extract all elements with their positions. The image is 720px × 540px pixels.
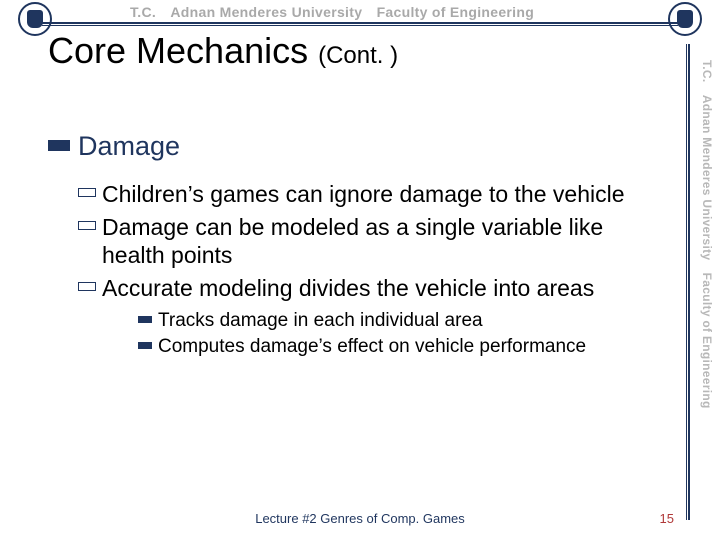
side-rule-inner [686,44,687,520]
header-institution-text: T.C. Adnan Menderes University Faculty o… [130,4,650,20]
bullet-level-2: Damage can be modeled as a single variab… [78,213,660,271]
bullet-level-3-text: Tracks damage in each individual area [158,309,483,334]
square-bullet-hollow-icon [78,221,96,230]
side-rule-outer [688,44,690,520]
slide-title: Core Mechanics (Cont. ) [48,30,398,72]
side-institution-text: T.C. Adnan Menderes University Faculty o… [696,60,714,500]
bullet-level-3-list: Tracks damage in each individual area Co… [138,309,660,360]
bullet-level-2-text: Accurate modeling divides the vehicle in… [102,274,594,303]
bullet-level-2: Accurate modeling divides the vehicle in… [78,274,660,303]
slide-content: Damage Children’s games can ignore damag… [48,130,660,362]
bullet-level-2-text: Damage can be modeled as a single variab… [102,213,660,271]
bullet-level-2: Children’s games can ignore damage to th… [78,180,660,209]
bullet-level-2-list: Children’s games can ignore damage to th… [78,180,660,360]
slide-title-suffix: (Cont. ) [318,42,398,69]
header-rule-outer [42,22,678,24]
bullet-level-3-text: Computes damage’s effect on vehicle perf… [158,335,586,360]
university-logo-left-icon [18,2,52,36]
bullet-level-3: Tracks damage in each individual area [138,309,660,334]
header-rule-inner [42,25,678,26]
page-number: 15 [660,511,674,526]
bullet-level-3: Computes damage’s effect on vehicle perf… [138,335,660,360]
slide-title-main: Core Mechanics [48,30,318,71]
bullet-level-2-text: Children’s games can ignore damage to th… [102,180,625,209]
square-bullet-filled-small-icon [138,316,152,323]
university-logo-right-icon [668,2,702,36]
square-bullet-hollow-icon [78,188,96,197]
bullet-level-1: Damage [48,130,660,164]
square-bullet-filled-small-icon [138,342,152,349]
square-bullet-hollow-icon [78,282,96,291]
bullet-level-1-text: Damage [78,130,180,164]
footer-text: Lecture #2 Genres of Comp. Games [0,511,720,526]
square-bullet-filled-icon [48,140,70,151]
slide: T.C. Adnan Menderes University Faculty o… [0,0,720,540]
